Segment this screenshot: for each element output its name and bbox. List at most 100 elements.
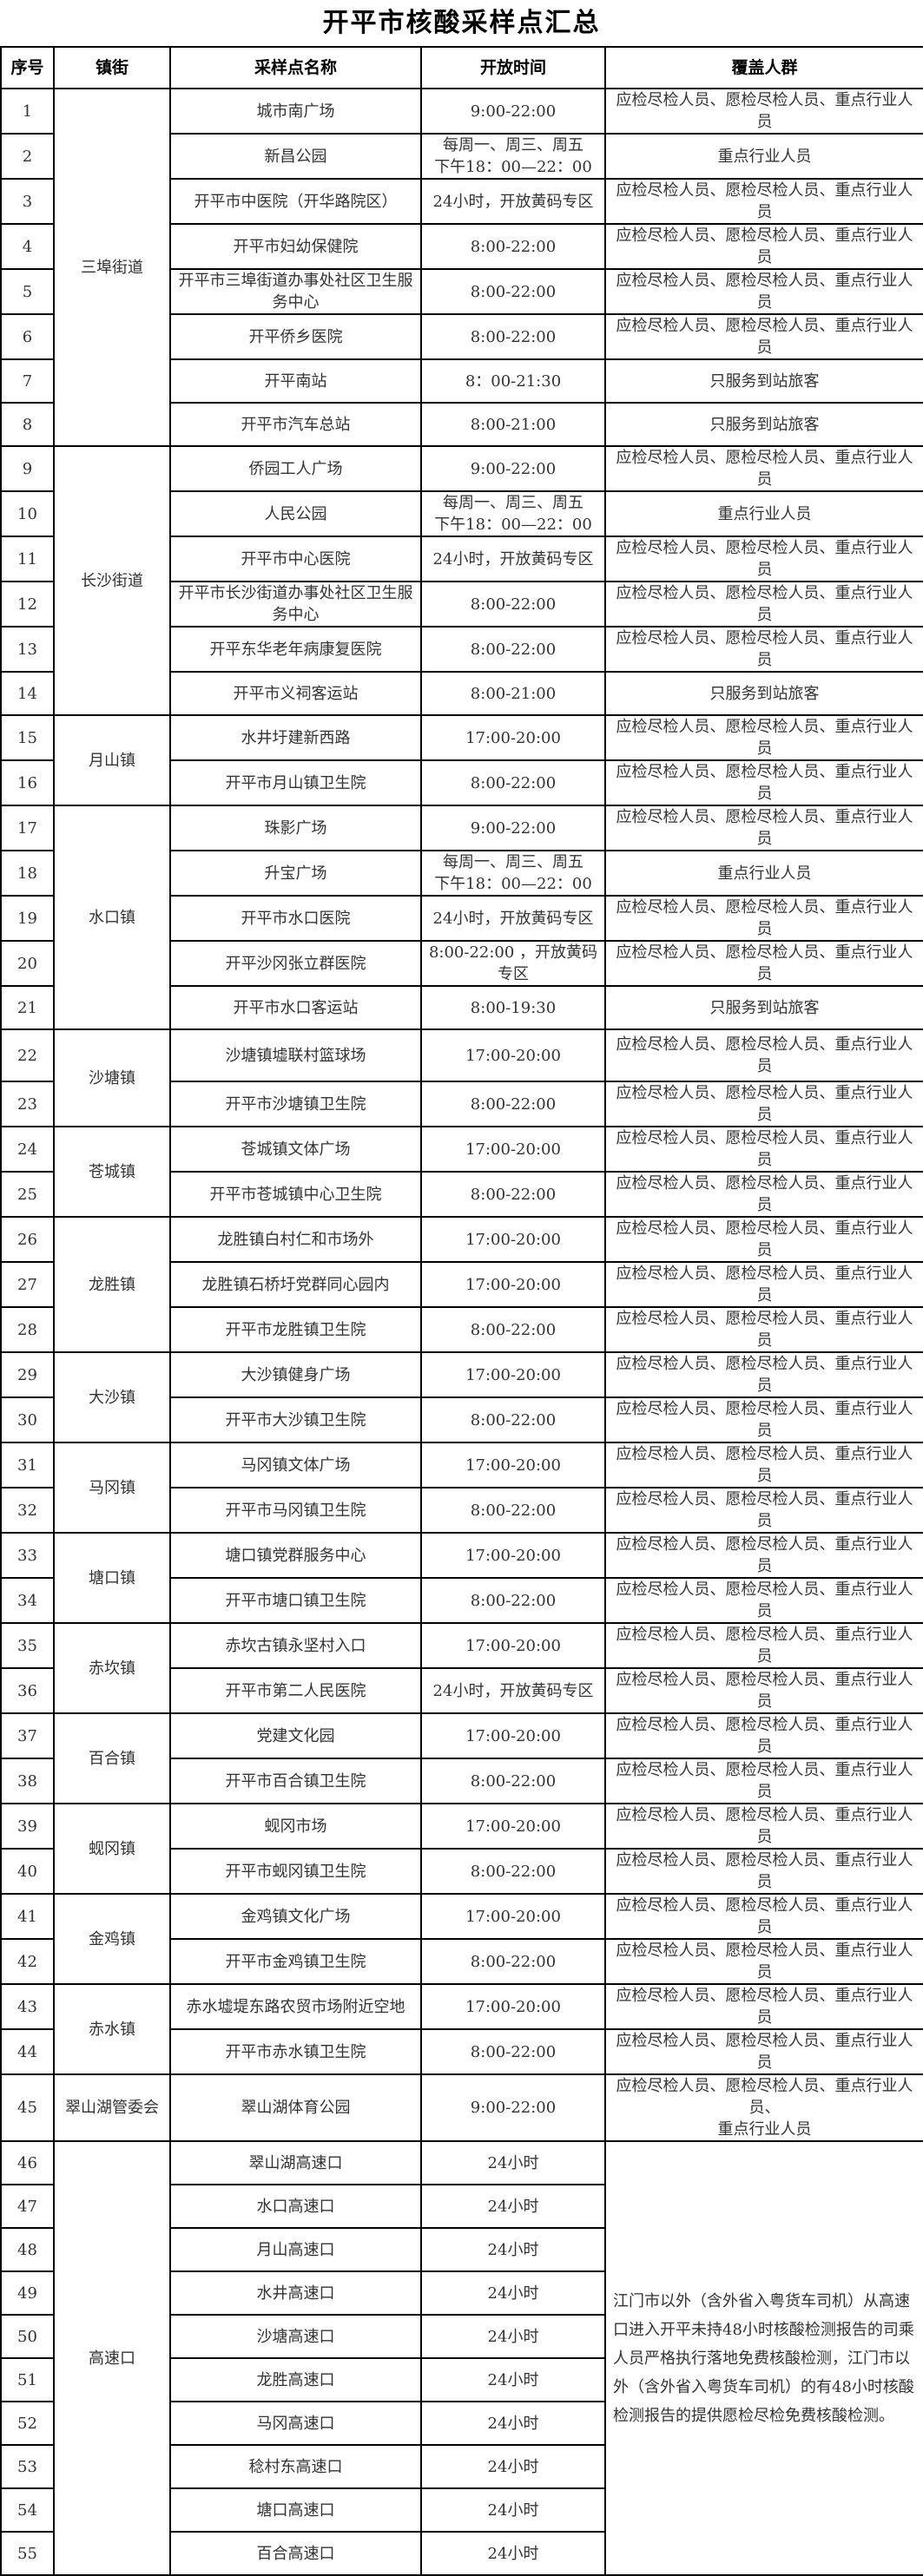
open-hours: 24小时 bbox=[420, 2270, 606, 2316]
open-hours: 17:00-20:00 bbox=[420, 1622, 606, 1669]
row-number: 31 bbox=[0, 1442, 55, 1488]
site-name: 开平沙冈张立群医院 bbox=[169, 940, 422, 987]
site-name: 马冈高速口 bbox=[169, 2401, 422, 2446]
town-cell: 月山镇 bbox=[53, 714, 171, 806]
row-number: 54 bbox=[0, 2487, 55, 2533]
town-cell: 高速口 bbox=[53, 2140, 171, 2576]
coverage: 应检尽检人员、愿检尽检人员、重点行业人员 bbox=[604, 1081, 923, 1127]
coverage: 只服务到站旅客 bbox=[604, 671, 923, 716]
table-row: 8 开平市汽车总站 8:00-21:00 只服务到站旅客 bbox=[0, 402, 923, 447]
town-cell: 沙塘镇 bbox=[53, 1028, 171, 1127]
coverage: 应检尽检人员、愿检尽检人员、重点行业人员 bbox=[604, 1712, 923, 1759]
coverage: 应检尽检人员、愿检尽检人员、重点行业人员 bbox=[604, 1532, 923, 1579]
open-hours: 每周一、周三、周五 下午18：00—22：00 bbox=[420, 133, 606, 180]
open-hours: 24小时 bbox=[420, 2140, 606, 2185]
row-number: 10 bbox=[0, 490, 55, 537]
open-hours: 24小时 bbox=[420, 2227, 606, 2272]
row-number: 1 bbox=[0, 88, 55, 135]
row-number: 5 bbox=[0, 268, 55, 315]
open-hours: 8:00-19:30 bbox=[420, 985, 606, 1030]
town-cell: 苍城镇 bbox=[53, 1126, 171, 1218]
open-hours: 8:00-22:00 bbox=[420, 1306, 606, 1353]
coverage: 应检尽检人员、愿检尽检人员、重点行业人员 bbox=[604, 1216, 923, 1263]
coverage: 只服务到站旅客 bbox=[604, 402, 923, 447]
open-hours: 8:00-21:00 bbox=[420, 671, 606, 716]
site-name: 开平市第二人民医院 bbox=[169, 1667, 422, 1714]
town-cell: 蚬冈镇 bbox=[53, 1803, 171, 1895]
open-hours: 每周一、周三、周五 下午18：00—22：00 bbox=[420, 490, 606, 537]
site-name: 开平市水口客运站 bbox=[169, 985, 422, 1030]
row-number: 49 bbox=[0, 2270, 55, 2316]
site-name: 赤坎古镇永坚村入口 bbox=[169, 1622, 422, 1669]
site-name: 开平南站 bbox=[169, 358, 422, 404]
site-name: 龙胜高速口 bbox=[169, 2357, 422, 2402]
town-cell: 赤水镇 bbox=[53, 1983, 171, 2075]
site-name: 蚬冈市场 bbox=[169, 1803, 422, 1850]
town-cell: 塘口镇 bbox=[53, 1532, 171, 1624]
open-hours: 8:00-22:00 bbox=[420, 2028, 606, 2075]
site-name: 赤水墟堤东路农贸市场附近空地 bbox=[169, 1983, 422, 2030]
town-cell: 大沙镇 bbox=[53, 1351, 171, 1443]
open-hours: 17:00-20:00 bbox=[420, 1893, 606, 1940]
sampling-sites-table: 序号 镇街 采样点名称 开放时间 覆盖人群 1 三埠街道 城市南广场 9:00-22:… bbox=[0, 46, 923, 2576]
table-row: 11 开平市中心医院 24小时，开放黄码专区 应检尽检人员、愿检尽检人员、重点行业人员 bbox=[0, 536, 923, 582]
row-number: 25 bbox=[0, 1171, 55, 1218]
coverage: 应检尽检人员、愿检尽检人员、重点行业人员 bbox=[604, 1622, 923, 1669]
table-row: 47 水口高速口 24小时 bbox=[0, 2184, 923, 2229]
table-row: 36 开平市第二人民医院 24小时，开放黄码专区 应检尽检人员、愿检尽检人员、重点行业… bbox=[0, 1667, 923, 1714]
coverage: 应检尽检人员、愿检尽检人员、重点行业人员 bbox=[604, 1577, 923, 1624]
coverage: 应检尽检人员、愿检尽检人员、重点行业人员 bbox=[604, 626, 923, 673]
header-town: 镇街 bbox=[53, 46, 171, 89]
open-hours: 24小时 bbox=[420, 2444, 606, 2489]
site-name: 马冈镇文体广场 bbox=[169, 1442, 422, 1488]
coverage: 应检尽检人员、愿检尽检人员、重点行业人员 bbox=[604, 1803, 923, 1850]
table-row: 19 开平市水口医院 24小时，开放黄码专区 应检尽检人员、愿检尽检人员、重点行业人员 bbox=[0, 895, 923, 942]
open-hours: 24小时，开放黄码专区 bbox=[420, 1667, 606, 1714]
site-name: 开平市赤水镇卫生院 bbox=[169, 2028, 422, 2075]
row-number: 44 bbox=[0, 2028, 55, 2075]
open-hours: 17:00-20:00 bbox=[420, 1351, 606, 1398]
row-number: 14 bbox=[0, 671, 55, 716]
coverage: 应检尽检人员、愿检尽检人员、重点行业人员 bbox=[604, 1758, 923, 1804]
coverage: 应检尽检人员、愿检尽检人员、重点行业人员 bbox=[604, 1351, 923, 1398]
row-number: 42 bbox=[0, 1938, 55, 1985]
site-name: 开平市蚬冈镇卫生院 bbox=[169, 1848, 422, 1895]
site-name: 开平市百合镇卫生院 bbox=[169, 1758, 422, 1804]
table-row: 20 开平沙冈张立群医院 8:00-22:00 ，开放黄码专区 应检尽检人员、愿检尽检… bbox=[0, 940, 923, 987]
table-row: 13 开平东华老年病康复医院 8:00-22:00 应检尽检人员、愿检尽检人员、重点行… bbox=[0, 626, 923, 673]
site-name: 开平市三埠街道办事处社区卫生服务中心 bbox=[169, 268, 422, 315]
table-row: 51 龙胜高速口 24小时 bbox=[0, 2357, 923, 2402]
header-row: 序号 镇街 采样点名称 开放时间 覆盖人群 bbox=[0, 46, 923, 89]
table-row: 31 马冈镇 马冈镇文体广场 17:00-20:00 应检尽检人员、愿检尽检人员、重点行… bbox=[0, 1442, 923, 1534]
coverage: 应检尽检人员、愿检尽检人员、重点行业人员 bbox=[604, 445, 923, 492]
row-number: 12 bbox=[0, 581, 55, 628]
table-row: 10 人民公园 每周一、周三、周五 下午18：00—22：00 重点行业人员 bbox=[0, 490, 923, 537]
town-cell: 三埠街道 bbox=[53, 88, 171, 447]
open-hours: 24小时 bbox=[420, 2314, 606, 2359]
open-hours: 24小时，开放黄码专区 bbox=[420, 536, 606, 582]
site-name: 水井高速口 bbox=[169, 2270, 422, 2316]
row-number: 48 bbox=[0, 2227, 55, 2272]
site-name: 翠山湖高速口 bbox=[169, 2140, 422, 2185]
row-number: 20 bbox=[0, 940, 55, 987]
town-cell: 百合镇 bbox=[53, 1712, 171, 1804]
coverage: 应检尽检人员、愿检尽检人员、重点行业人员 bbox=[604, 805, 923, 851]
row-number: 21 bbox=[0, 985, 55, 1030]
header-site-name: 采样点名称 bbox=[169, 46, 422, 89]
table-row: 5 开平市三埠街道办事处社区卫生服务中心 8:00-22:00 应检尽检人员、愿检尽检… bbox=[0, 268, 923, 315]
row-number: 7 bbox=[0, 358, 55, 404]
row-number: 43 bbox=[0, 1983, 55, 2030]
row-number: 19 bbox=[0, 895, 55, 942]
site-name: 开平市龙胜镇卫生院 bbox=[169, 1306, 422, 1353]
coverage: 应检尽检人员、愿检尽检人员、重点行业人员 bbox=[604, 1983, 923, 2030]
coverage: 应检尽检人员、愿检尽检人员、重点行业人员 bbox=[604, 1396, 923, 1443]
coverage: 应检尽检人员、愿检尽检人员、重点行业人员 bbox=[604, 1028, 923, 1082]
open-hours: 17:00-20:00 bbox=[420, 1126, 606, 1173]
open-hours: 8：00-21:30 bbox=[420, 358, 606, 404]
site-name: 开平市塘口镇卫生院 bbox=[169, 1577, 422, 1624]
open-hours: 17:00-20:00 bbox=[420, 1983, 606, 2030]
open-hours: 17:00-20:00 bbox=[420, 1803, 606, 1850]
table-row: 23 开平市沙塘镇卫生院 8:00-22:00 应检尽检人员、愿检尽检人员、重点行业人… bbox=[0, 1081, 923, 1127]
coverage: 应检尽检人员、愿检尽检人员、重点行业人员 bbox=[604, 1667, 923, 1714]
row-number: 35 bbox=[0, 1622, 55, 1669]
